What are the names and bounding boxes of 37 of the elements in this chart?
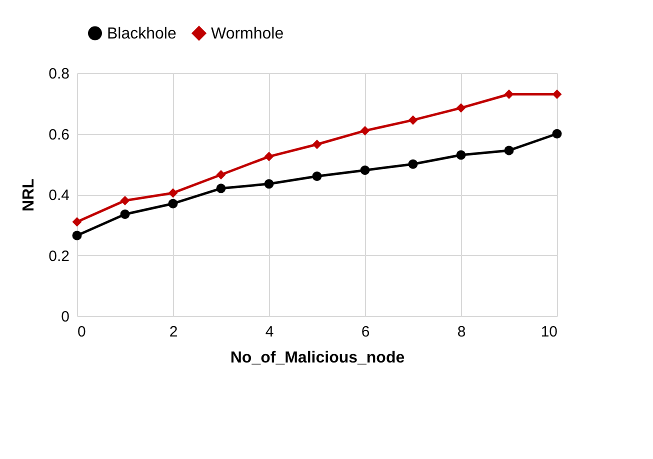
x-tick-label: 0 — [78, 324, 86, 340]
point — [312, 140, 322, 150]
y-tick-label: 0.6 — [48, 126, 70, 144]
y-tick-label: 0.2 — [48, 248, 70, 265]
x-tick-label: 4 — [265, 324, 274, 340]
point — [456, 150, 466, 160]
point — [120, 210, 130, 219]
y-axis-title: NRL — [20, 178, 38, 212]
point — [168, 198, 178, 208]
y-tick-label: 0.8 — [48, 66, 70, 82]
point — [312, 172, 322, 182]
point — [72, 230, 82, 240]
point — [264, 152, 274, 162]
x-tick-label: 2 — [169, 324, 178, 340]
point — [216, 184, 226, 194]
point — [552, 90, 562, 100]
point — [264, 179, 274, 189]
point — [552, 129, 562, 138]
point — [216, 170, 226, 180]
x-tick-label: 8 — [457, 324, 466, 340]
point — [120, 196, 130, 206]
point — [456, 103, 466, 113]
point — [168, 188, 178, 198]
point — [360, 165, 370, 175]
point — [72, 217, 82, 227]
y-tick-label: 0.4 — [48, 187, 70, 204]
x-axis-title: No_of_Malicious_node — [230, 350, 405, 366]
x-tick-label: 10 — [540, 324, 558, 340]
point — [408, 159, 418, 169]
legend-label: Wormhole — [211, 25, 284, 42]
point — [360, 126, 370, 136]
point — [504, 146, 514, 156]
legend-label: Blackhole — [107, 25, 176, 42]
point — [408, 115, 418, 125]
x-tick-label: 6 — [361, 324, 370, 340]
point — [504, 90, 514, 100]
y-tick-label: 0 — [61, 308, 70, 326]
